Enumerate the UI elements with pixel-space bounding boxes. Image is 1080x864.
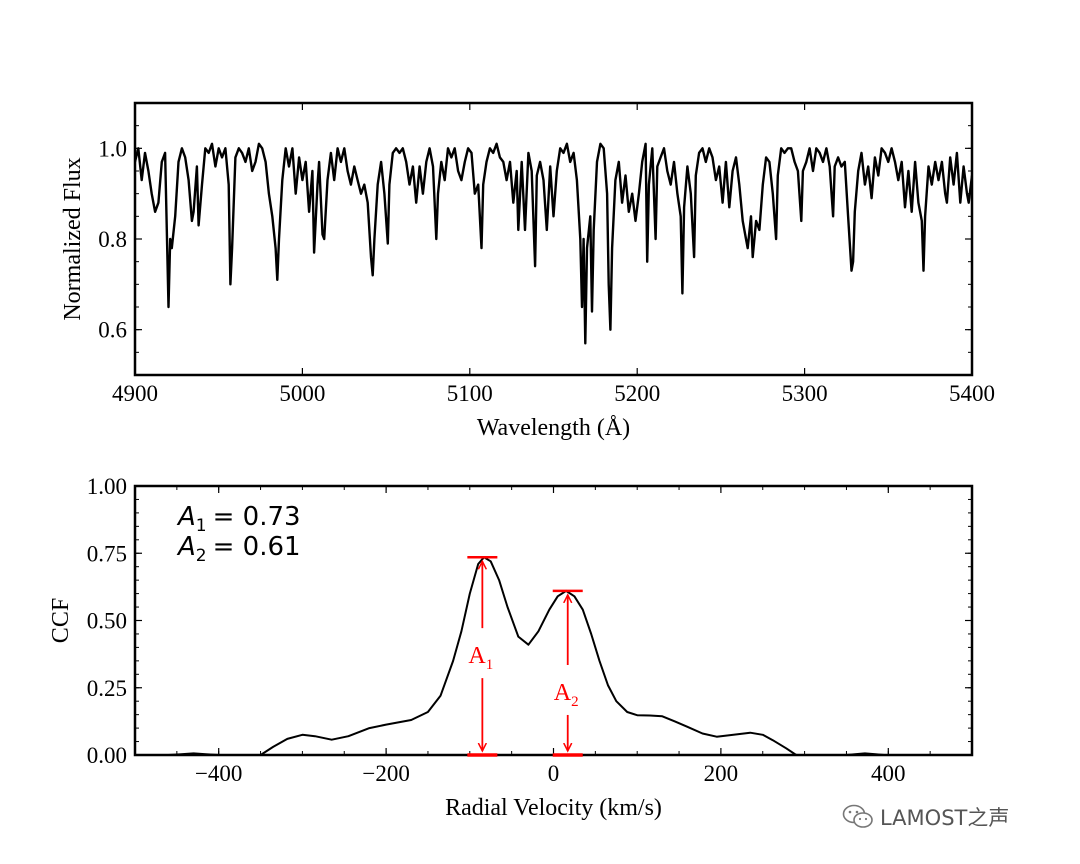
y-tick-label: 0.25: [87, 676, 127, 701]
x-tick-label: 5100: [447, 381, 493, 406]
x-tick-label: 5000: [279, 381, 325, 406]
watermark-text: LAMOST之声: [880, 806, 1010, 830]
arrow-label: A2: [554, 680, 579, 710]
panel-0: 0.6 0.8 1.0 4900 5000 5100 5200 5300 5400 Wavelen…: [60, 101, 995, 441]
amplitude-value: = 0.61: [213, 532, 301, 562]
axes-frame: [133, 101, 974, 377]
x-tick-label: 4900: [112, 381, 158, 406]
x-axis-label: Wavelength (Å): [477, 415, 630, 441]
x-tick-label: 400: [871, 761, 906, 786]
arrow-label-subscript: 2: [571, 694, 579, 710]
x-tick-label: 5300: [782, 381, 828, 406]
y-tick-label: 0.8: [98, 227, 127, 252]
amplitude-symbol: A: [176, 502, 196, 532]
x-tick-label: 200: [704, 761, 739, 786]
x-tick-label: 0: [548, 761, 560, 786]
x-tick-label: 5400: [949, 381, 995, 406]
y-tick-label: 1.0: [98, 136, 127, 161]
x-tick-label: −200: [362, 761, 409, 786]
y-axis-label: CCF: [48, 598, 74, 643]
amplitude-text: A2 = 0.61: [176, 532, 301, 566]
arrow-label-symbol: A: [468, 643, 486, 669]
data-line: [168, 556, 972, 755]
watermark: LAMOST之声: [842, 802, 1009, 832]
y-tick-label: 1.00: [87, 474, 127, 499]
arrow-label-symbol: A: [554, 680, 572, 706]
amplitude-subscript: 2: [196, 546, 207, 566]
data-line: [135, 142, 972, 345]
y-tick-label: 0.6: [98, 318, 127, 343]
y-tick-label: 0.75: [87, 541, 127, 566]
amplitude-subscript: 1: [196, 516, 207, 536]
amplitude-text: A1 = 0.73: [176, 502, 301, 536]
panel-1: 0.00 0.25 0.50 0.75 1.00 −400 −200 0 200 400 Radia…: [48, 474, 974, 821]
amplitude-value: = 0.73: [213, 502, 301, 532]
arrow-label-subscript: 1: [486, 657, 494, 673]
arrow-label: A1: [468, 643, 493, 673]
y-axis-label: Normalized Flux: [60, 157, 86, 320]
wechat-icon: [842, 804, 873, 828]
x-tick-label: −400: [195, 761, 242, 786]
x-tick-label: 5200: [614, 381, 660, 406]
amplitude-symbol: A: [176, 532, 196, 562]
y-tick-label: 0.00: [87, 743, 127, 768]
y-tick-label: 0.50: [87, 609, 127, 634]
x-axis-label: Radial Velocity (km/s): [445, 795, 662, 821]
